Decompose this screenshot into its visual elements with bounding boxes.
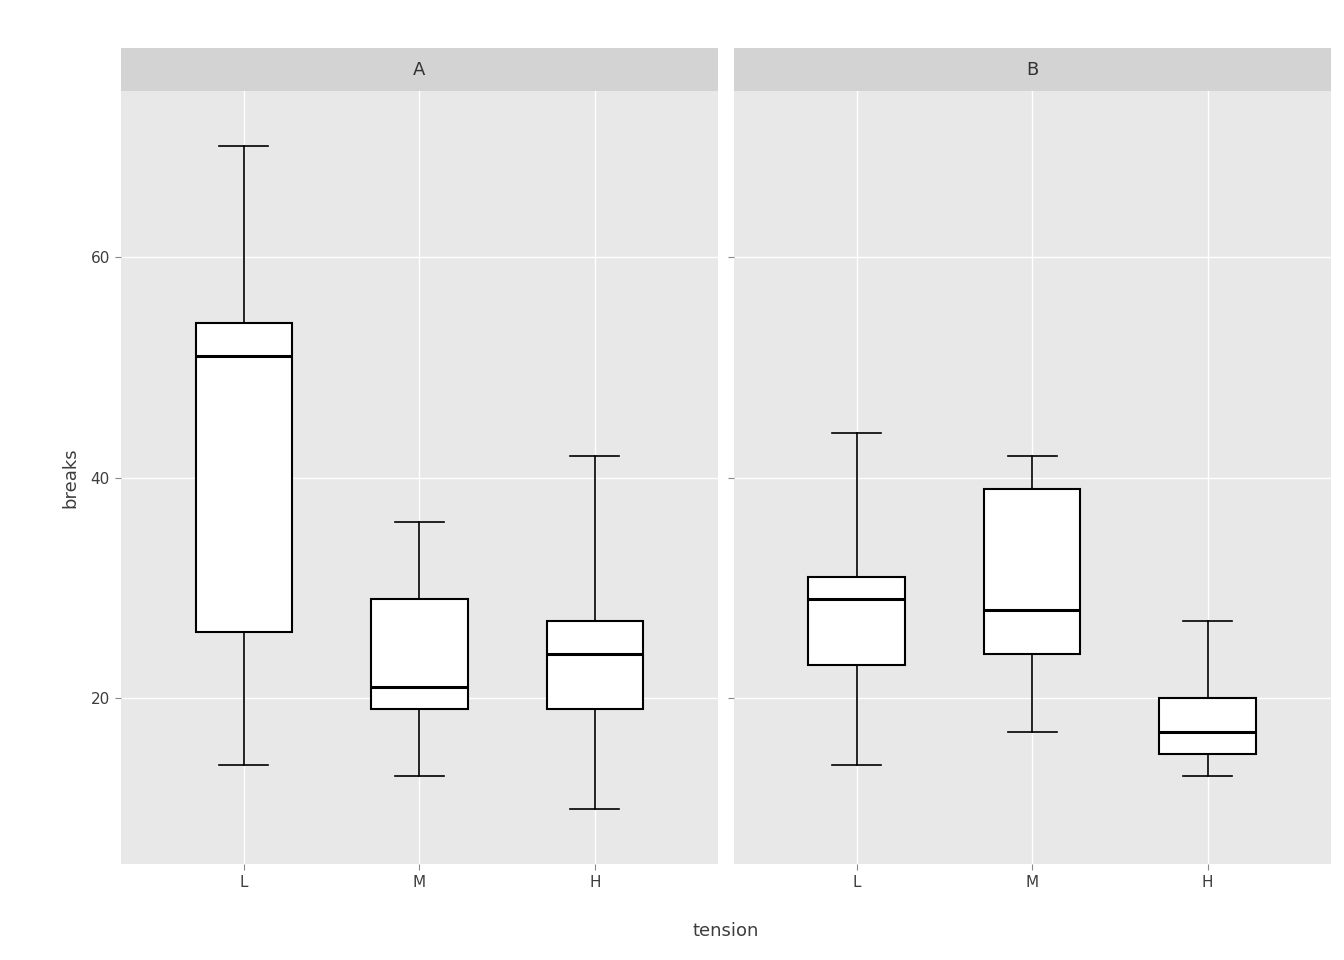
Y-axis label: breaks: breaks bbox=[62, 447, 79, 508]
Text: B: B bbox=[1025, 60, 1039, 79]
Bar bbox=[984, 489, 1081, 655]
Bar bbox=[547, 621, 642, 709]
Bar bbox=[371, 599, 468, 709]
Bar bbox=[809, 577, 905, 665]
Bar bbox=[195, 323, 292, 633]
Text: tension: tension bbox=[692, 923, 759, 940]
Text: A: A bbox=[413, 60, 426, 79]
Bar bbox=[1160, 699, 1255, 754]
